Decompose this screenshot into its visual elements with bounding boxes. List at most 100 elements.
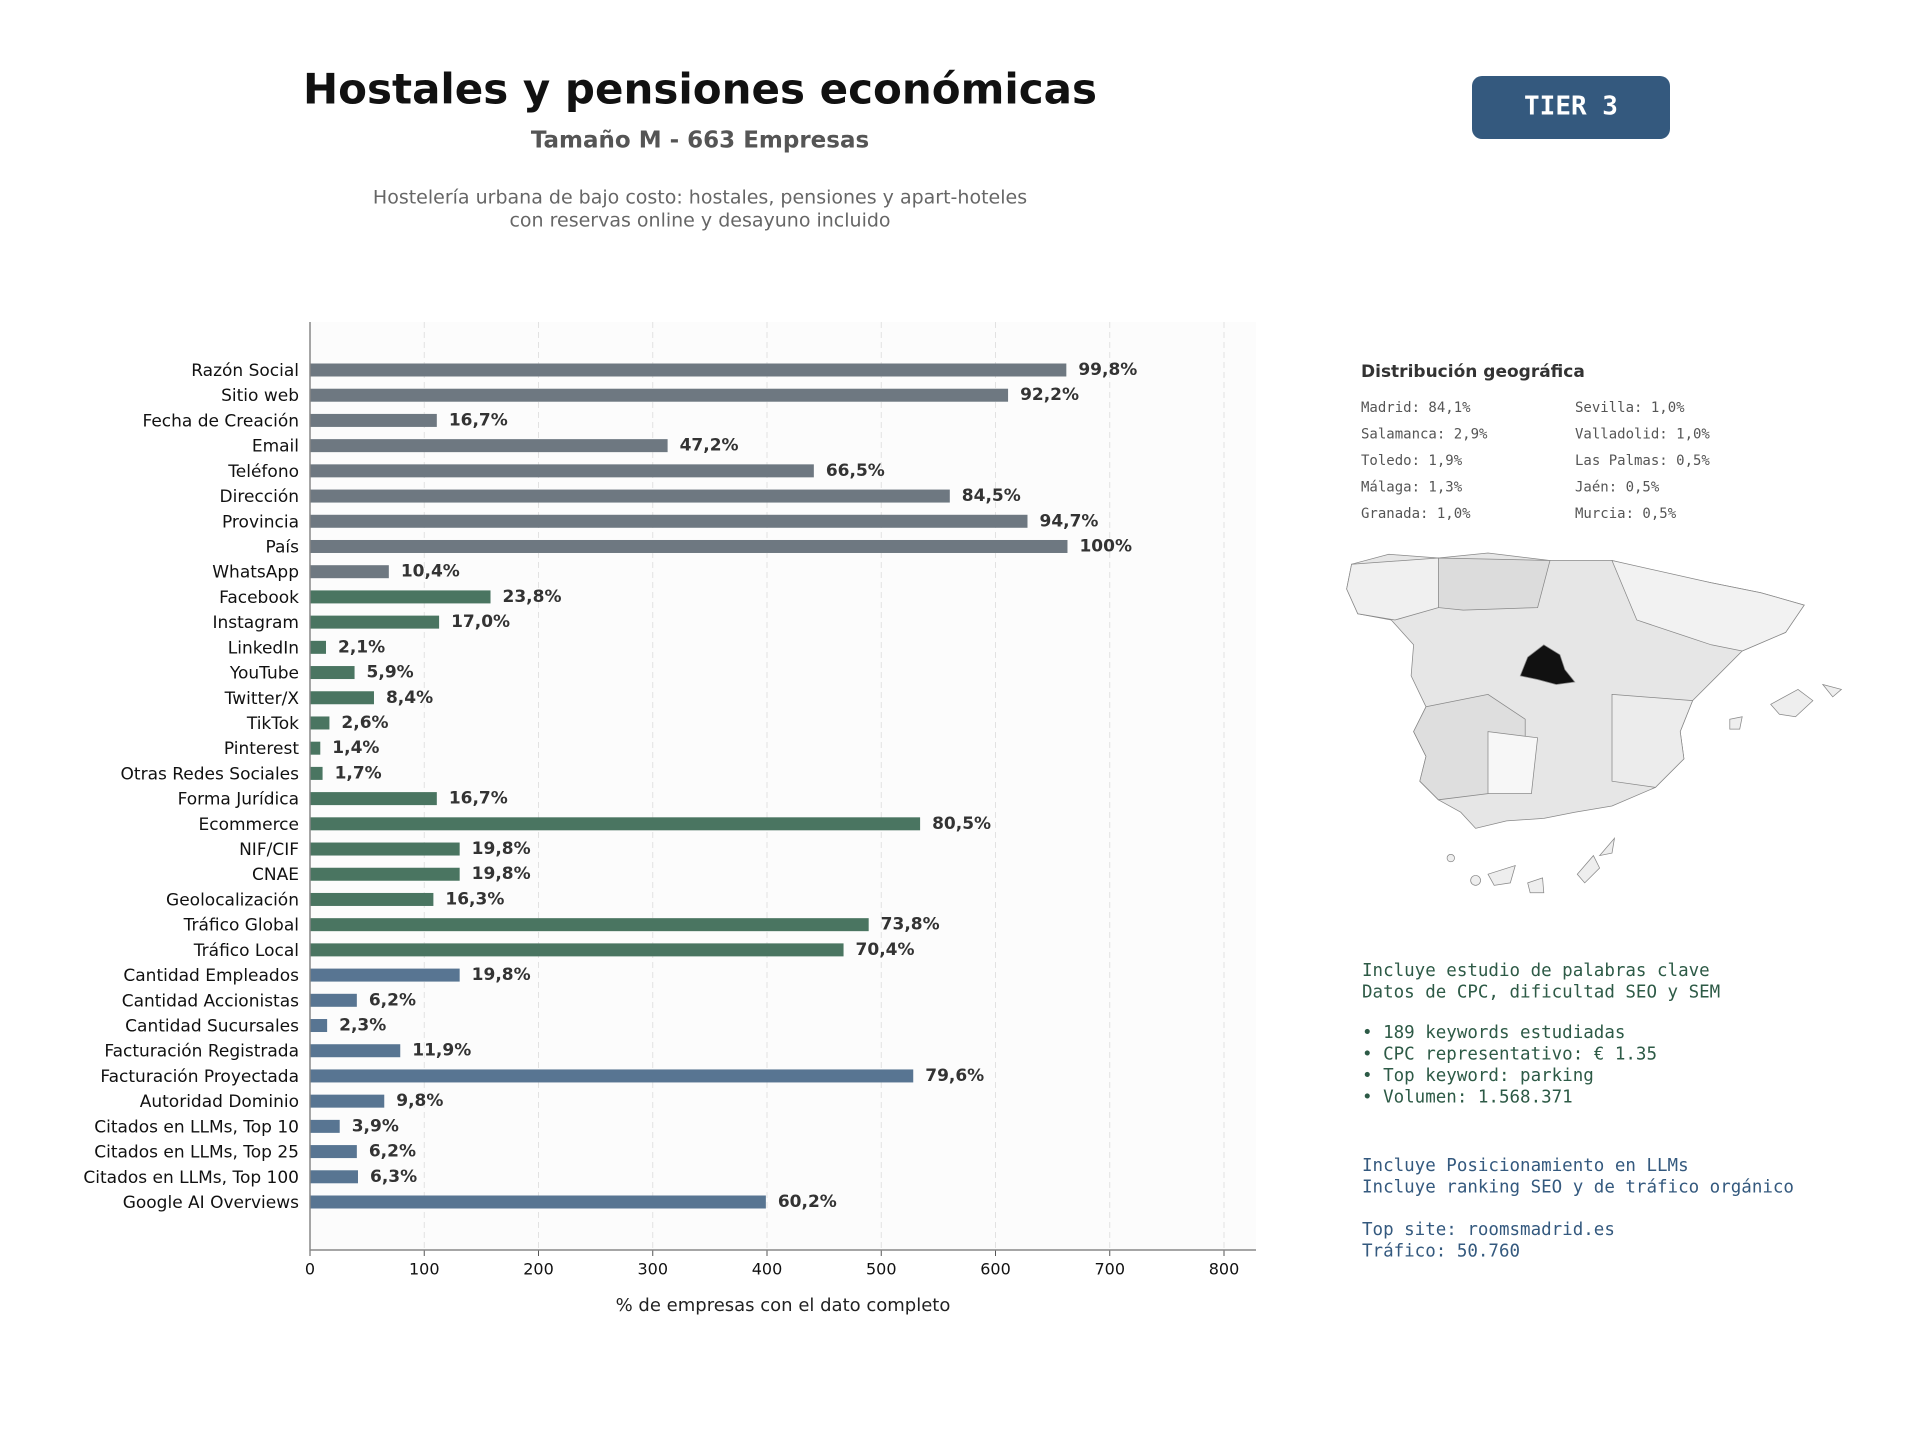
bar [310, 691, 374, 705]
bar [310, 867, 460, 881]
canary [1446, 853, 1455, 863]
grid: 0 100 200 300 400 500 600 700 800 [305, 322, 1239, 1279]
bar [310, 892, 434, 906]
bar [310, 1044, 401, 1058]
geo-item: Las Palmas: 0,5% [1575, 453, 1710, 469]
value-label: 73,8% [881, 915, 940, 935]
x-tick-label: 0 [305, 1260, 315, 1279]
bar [310, 1019, 328, 1033]
bar [310, 413, 437, 427]
bar [310, 716, 330, 730]
bar [310, 1195, 766, 1209]
plot-background [310, 322, 1256, 1250]
region [1611, 693, 1694, 788]
y-tick-label: Tráfico Global [183, 916, 299, 936]
geo-item: Salamanca: 2,9% [1361, 427, 1488, 443]
value-label: 19,8% [472, 839, 531, 859]
y-tick-label: Geolocalización [166, 890, 299, 910]
x-tick-label: 700 [1094, 1260, 1125, 1279]
geo-item: Málaga: 1,3% [1361, 480, 1463, 496]
y-tick-label: Razón Social [191, 361, 299, 381]
y-tick-label: Citados en LLMs, Top 25 [94, 1143, 299, 1163]
x-tick-label: 300 [637, 1260, 668, 1279]
bars: Razón Social 99,8% Sitio web 92,2% Fecha de … [83, 360, 1137, 1213]
value-label: 19,8% [472, 965, 531, 985]
value-label: 80,5% [932, 814, 991, 834]
bar [310, 918, 869, 932]
info-line: Top site: roomsmadrid.es [1362, 1220, 1615, 1240]
canary [1527, 877, 1545, 894]
value-label: 10,4% [401, 562, 460, 582]
bar [310, 514, 1028, 528]
value-label: 8,4% [386, 688, 433, 708]
y-tick-label: Citados en LLMs, Top 100 [83, 1168, 299, 1188]
y-tick-label: Forma Jurídica [178, 790, 299, 810]
balearic [1821, 683, 1843, 698]
x-tick-label: 200 [523, 1260, 554, 1279]
bar [310, 388, 1009, 402]
value-label: 1,7% [335, 763, 382, 783]
value-label: 16,7% [449, 789, 508, 809]
value-label: 3,9% [352, 1116, 399, 1136]
bar [310, 464, 814, 478]
bar [310, 539, 1068, 553]
y-tick-label: Pinterest [224, 739, 299, 759]
bar [310, 1170, 358, 1184]
info-line: • 189 keywords estudiadas [1362, 1023, 1625, 1043]
region [1438, 557, 1551, 611]
y-tick-label: Email [252, 437, 299, 457]
value-label: 19,8% [472, 864, 531, 884]
bar [310, 666, 355, 680]
geo-title: Distribución geográfica [1361, 362, 1585, 382]
bar [310, 1094, 385, 1108]
value-label: 23,8% [503, 587, 562, 607]
geo-list: Madrid: 84,1% Salamanca: 2,9% Toledo: 1,9%… [1361, 400, 1710, 522]
y-tick-label: YouTube [229, 664, 299, 684]
value-label: 5,9% [367, 663, 414, 683]
bar [310, 363, 1067, 377]
balearic [1770, 688, 1814, 718]
geo-item: Jaén: 0,5% [1575, 480, 1660, 496]
bar [310, 590, 491, 604]
bar [310, 615, 440, 629]
canary [1576, 854, 1601, 884]
info-line: • CPC representativo: € 1.35 [1362, 1045, 1657, 1065]
value-label: 84,5% [962, 486, 1021, 506]
bar [310, 792, 437, 806]
geo-item: Toledo: 1,9% [1361, 453, 1463, 469]
value-label: 47,2% [680, 436, 739, 456]
geo-item: Murcia: 0,5% [1575, 506, 1677, 522]
value-label: 79,6% [925, 1066, 984, 1086]
bar [310, 766, 323, 780]
bar [310, 640, 326, 654]
y-tick-label: TikTok [246, 714, 299, 734]
value-label: 66,5% [826, 461, 885, 481]
x-tick-label: 800 [1209, 1260, 1240, 1279]
y-tick-label: Otras Redes Sociales [121, 764, 300, 784]
canary [1598, 836, 1616, 857]
y-tick-label: Ecommerce [199, 815, 300, 835]
value-label: 2,6% [341, 713, 388, 733]
y-tick-label: Google AI Overviews [123, 1193, 299, 1213]
region [1611, 559, 1805, 652]
tier-badge [1472, 76, 1670, 139]
bar [310, 741, 321, 755]
value-label: 16,3% [445, 889, 504, 909]
y-tick-label: Instagram [213, 613, 300, 633]
y-tick-label: LinkedIn [228, 638, 299, 658]
value-label: 92,2% [1020, 385, 1079, 405]
geo-item: Granada: 1,0% [1361, 506, 1471, 522]
canary [1487, 864, 1516, 886]
x-axis-label: % de empresas con el dato completo [616, 1295, 951, 1316]
bar [310, 1145, 357, 1159]
bar [310, 489, 950, 503]
y-tick-label: Provincia [222, 512, 299, 532]
y-tick-label: Tráfico Local [193, 941, 299, 961]
y-tick-label: Twitter/X [224, 689, 300, 709]
info-line: • Volumen: 1.568.371 [1362, 1088, 1573, 1108]
bar [310, 842, 460, 856]
y-tick-label: Dirección [220, 487, 299, 507]
geo-item: Madrid: 84,1% [1361, 400, 1471, 416]
value-label: 11,9% [412, 1041, 471, 1061]
